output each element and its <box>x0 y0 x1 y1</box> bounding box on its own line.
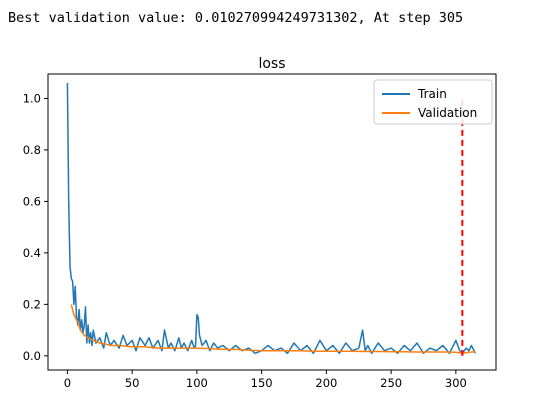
series-validation-line <box>70 304 476 354</box>
plot-frame <box>47 73 497 371</box>
x-tick-label: 100 <box>186 376 208 390</box>
y-tick-label: 0.6 <box>23 194 41 208</box>
series-train-line <box>66 82 476 355</box>
y-axis: 0.0 0.2 0.4 0.6 0.8 1.0 <box>23 91 48 363</box>
y-tick-label: 0.2 <box>23 297 41 311</box>
x-tick-label: 50 <box>125 376 140 390</box>
chart-title: loss <box>258 56 285 72</box>
legend: Train Validation <box>373 79 493 125</box>
x-tick-label: 150 <box>251 376 273 390</box>
x-axis: 0 50 100 150 200 250 300 <box>64 370 467 390</box>
x-tick-label: 300 <box>445 376 467 390</box>
legend-label: Validation <box>418 106 477 120</box>
output-text: Best validation value: 0.010270994249731… <box>8 10 464 26</box>
x-tick-label: 200 <box>315 376 337 390</box>
x-tick-label: 0 <box>64 376 71 390</box>
y-tick-label: 0.8 <box>23 143 41 157</box>
x-tick-label: 250 <box>380 376 402 390</box>
y-tick-label: 0.4 <box>23 246 41 260</box>
legend-label: Train <box>417 87 447 101</box>
y-tick-label: 1.0 <box>23 91 41 105</box>
series-layer <box>66 82 476 356</box>
y-tick-label: 0.0 <box>23 349 41 363</box>
